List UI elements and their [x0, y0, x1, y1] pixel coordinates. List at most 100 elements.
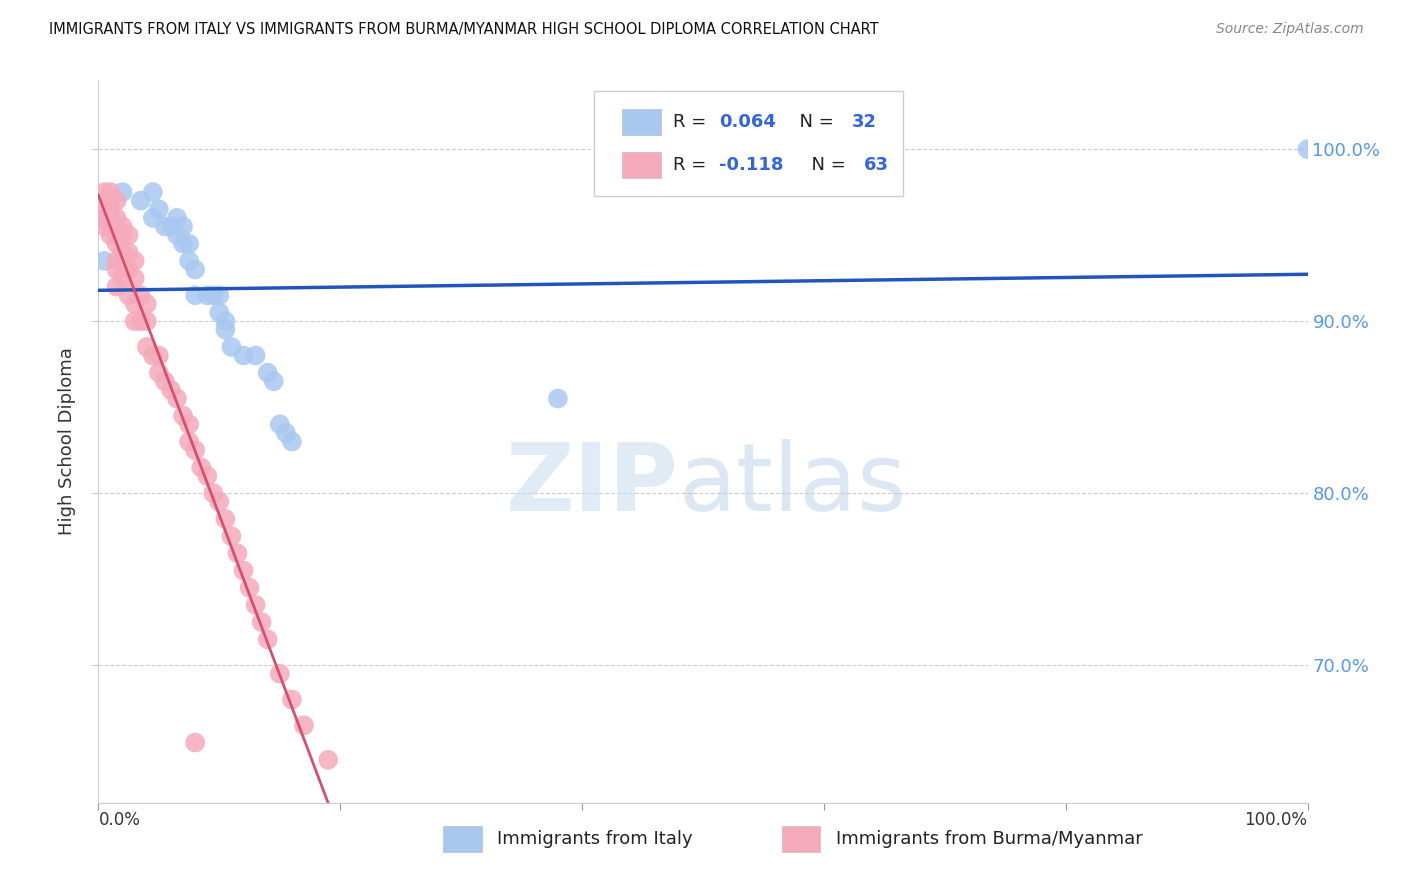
Point	[100, 194, 122, 208]
Point	[172, 219, 194, 234]
Point	[281, 692, 304, 706]
Point	[105, 262, 128, 277]
Point	[214, 512, 236, 526]
Point	[93, 211, 115, 225]
Point	[111, 271, 134, 285]
Point	[256, 632, 278, 647]
Point	[179, 236, 201, 251]
Text: 32: 32	[852, 113, 877, 131]
Point	[202, 486, 225, 500]
Point	[148, 202, 170, 217]
Text: Immigrants from Italy: Immigrants from Italy	[498, 830, 693, 848]
Point	[160, 383, 183, 397]
Point	[124, 254, 146, 268]
Point	[142, 185, 165, 199]
Point	[184, 262, 207, 277]
Point	[129, 194, 152, 208]
Point	[172, 236, 194, 251]
Text: R =: R =	[672, 156, 711, 174]
Point	[93, 254, 115, 268]
Point	[100, 219, 122, 234]
Point	[129, 314, 152, 328]
Point	[256, 366, 278, 380]
Point	[142, 349, 165, 363]
Point	[316, 753, 339, 767]
Text: ZIP: ZIP	[506, 439, 679, 531]
Point	[100, 228, 122, 243]
Point	[105, 279, 128, 293]
Point	[135, 340, 157, 354]
Point	[166, 392, 188, 406]
Point	[100, 185, 122, 199]
Point	[179, 417, 201, 432]
Point	[148, 349, 170, 363]
FancyBboxPatch shape	[621, 152, 661, 178]
Point	[111, 245, 134, 260]
Point	[160, 219, 183, 234]
Y-axis label: High School Diploma: High School Diploma	[58, 348, 76, 535]
Text: N =: N =	[800, 156, 851, 174]
Point	[153, 375, 176, 389]
Point	[111, 254, 134, 268]
Point	[281, 434, 304, 449]
Point	[274, 425, 297, 440]
Point	[93, 185, 115, 199]
Point	[292, 718, 315, 732]
Point	[250, 615, 273, 630]
Point	[195, 288, 218, 302]
Text: IMMIGRANTS FROM ITALY VS IMMIGRANTS FROM BURMA/MYANMAR HIGH SCHOOL DIPLOMA CORRE: IMMIGRANTS FROM ITALY VS IMMIGRANTS FROM…	[49, 22, 879, 37]
Point	[239, 581, 262, 595]
Point	[105, 236, 128, 251]
Point	[263, 375, 285, 389]
Point	[105, 254, 128, 268]
Point	[190, 460, 212, 475]
Text: Source: ZipAtlas.com: Source: ZipAtlas.com	[1216, 22, 1364, 37]
Point	[135, 297, 157, 311]
Point	[226, 546, 249, 560]
Text: R =: R =	[672, 113, 711, 131]
Point	[208, 288, 231, 302]
Point	[166, 228, 188, 243]
Point	[245, 349, 267, 363]
Point	[153, 219, 176, 234]
Text: N =: N =	[787, 113, 839, 131]
FancyBboxPatch shape	[595, 91, 903, 196]
Point	[269, 666, 291, 681]
Text: 63: 63	[863, 156, 889, 174]
Point	[148, 366, 170, 380]
Text: 100.0%: 100.0%	[1244, 812, 1308, 830]
Point	[221, 340, 243, 354]
Point	[93, 219, 115, 234]
Point	[547, 392, 569, 406]
Point	[1296, 142, 1319, 156]
Point	[208, 305, 231, 319]
Point	[100, 202, 122, 217]
Point	[179, 254, 201, 268]
Point	[208, 495, 231, 509]
Point	[93, 202, 115, 217]
Point	[184, 443, 207, 458]
Point	[118, 288, 141, 302]
Point	[245, 598, 267, 612]
Point	[135, 314, 157, 328]
Text: atlas: atlas	[679, 439, 907, 531]
Point	[100, 211, 122, 225]
Point	[172, 409, 194, 423]
Point	[142, 211, 165, 225]
Point	[118, 245, 141, 260]
Point	[202, 288, 225, 302]
Point	[195, 469, 218, 483]
Point	[166, 211, 188, 225]
Point	[184, 736, 207, 750]
Point	[105, 228, 128, 243]
Point	[111, 185, 134, 199]
Point	[179, 434, 201, 449]
Point	[214, 314, 236, 328]
Text: 0.064: 0.064	[718, 113, 776, 131]
Point	[124, 314, 146, 328]
Point	[214, 323, 236, 337]
Point	[221, 529, 243, 543]
Point	[124, 271, 146, 285]
Text: Immigrants from Burma/Myanmar: Immigrants from Burma/Myanmar	[837, 830, 1143, 848]
Point	[269, 417, 291, 432]
